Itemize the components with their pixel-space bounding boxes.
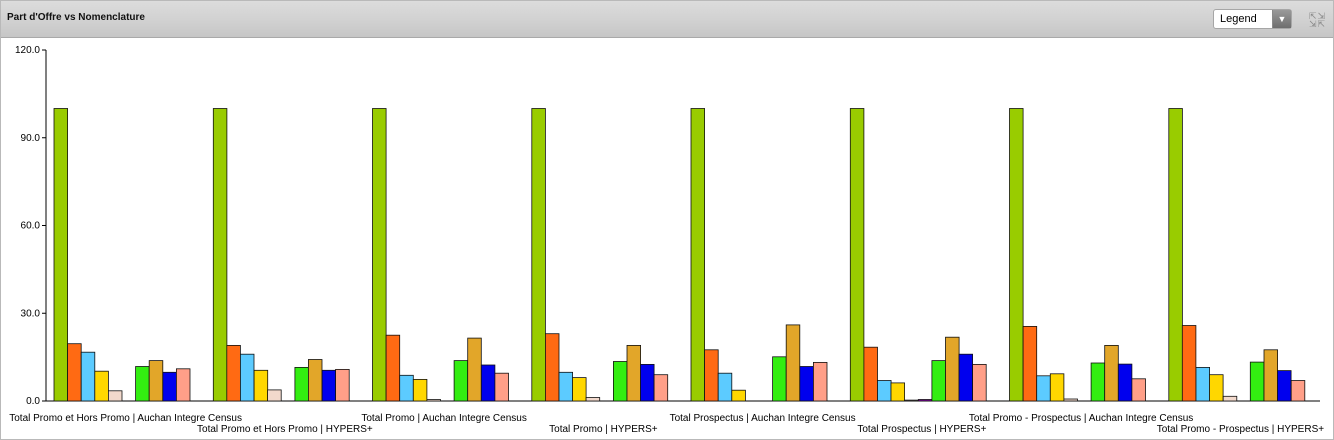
y-tick-label: 0.0 (26, 396, 40, 407)
bar (626, 344, 642, 402)
bar-chart: 0.0 30.0 60.0 90.0 120.0 Total Promo et Hors… (9, 45, 1324, 435)
y-tick-label: 120.0 (15, 45, 40, 56)
bar (704, 349, 719, 402)
bar (294, 366, 309, 402)
bar (467, 337, 482, 402)
bar (162, 371, 177, 402)
x-category-label: Total Promo - Prospectus | HYPERS+ (1157, 424, 1325, 435)
bar (931, 360, 946, 402)
bar (385, 334, 401, 402)
x-category-label: Total Prospectus | HYPERS+ (857, 424, 986, 435)
bar (972, 363, 987, 402)
bar (904, 399, 919, 402)
bar (799, 366, 814, 402)
y-tick-label: 60.0 (21, 221, 41, 232)
legend-dropdown-label: Legend (1220, 13, 1257, 25)
bar (585, 397, 601, 402)
bar (239, 353, 255, 402)
bar (772, 356, 787, 402)
bar (531, 108, 546, 402)
bar (1022, 325, 1038, 402)
panel-title: Part d'Offre vs Nomenclature (7, 12, 145, 23)
bar (785, 324, 801, 402)
bar (613, 361, 628, 402)
bar (372, 108, 387, 402)
bar (1277, 370, 1292, 402)
bar (108, 390, 123, 402)
bar (1063, 398, 1078, 402)
bar (53, 108, 69, 402)
bar (640, 363, 655, 402)
bar (1049, 373, 1065, 402)
bar (1090, 362, 1106, 402)
bar (321, 369, 337, 402)
bar (412, 378, 428, 402)
bar (175, 368, 191, 402)
bar (1131, 378, 1146, 402)
bar (1249, 361, 1265, 402)
bar (731, 389, 746, 402)
expand-arrows-icon[interactable]: ⇱⇲ ⇲⇱ (1309, 11, 1327, 29)
bar (335, 368, 350, 402)
bar (148, 360, 164, 402)
bar (80, 351, 96, 402)
bar (572, 377, 587, 402)
x-category-label: Total Promo | Auchan Integre Census (361, 413, 526, 424)
bar (1009, 108, 1024, 402)
bar (94, 370, 109, 402)
chart-axes: 0.0 30.0 60.0 90.0 120.0 (15, 45, 1320, 407)
bar (212, 108, 228, 402)
bar (135, 366, 150, 402)
bar (1222, 395, 1238, 402)
bar (690, 108, 706, 402)
bar (863, 346, 878, 402)
bar (813, 361, 828, 402)
y-tick-label: 90.0 (21, 133, 41, 144)
bar (226, 344, 241, 402)
bar (1168, 108, 1183, 402)
x-category-label: Total Promo | HYPERS+ (549, 424, 658, 435)
bar (399, 374, 414, 402)
bar (1181, 325, 1197, 402)
bar (1290, 380, 1306, 402)
bar (1195, 366, 1211, 402)
bar (1117, 363, 1133, 402)
bar (945, 336, 960, 402)
bar (545, 333, 560, 402)
bar (877, 380, 892, 402)
bar (453, 360, 469, 402)
bar (1263, 349, 1279, 402)
x-category-label: Total Promo - Prospectus | Auchan Integr… (969, 413, 1193, 424)
x-category-label: Total Promo et Hors Promo | Auchan Integ… (9, 413, 242, 424)
bar (307, 359, 323, 402)
bar (480, 364, 496, 402)
x-category-label: Total Promo et Hors Promo | HYPERS+ (197, 424, 373, 435)
bar (890, 382, 906, 402)
bar (1104, 344, 1119, 402)
bar (494, 372, 509, 402)
bar (1036, 375, 1051, 402)
bar (267, 389, 282, 402)
chart-bars (53, 108, 1306, 402)
y-tick-label: 30.0 (21, 308, 41, 319)
bar (917, 399, 933, 402)
bar (849, 108, 865, 402)
chevron-down-icon[interactable]: ▼ (1272, 10, 1291, 28)
title-bar: Part d'Offre vs Nomenclature Legend ▼ ⇱⇲… (1, 1, 1333, 38)
bar (717, 372, 733, 402)
bar (426, 399, 441, 402)
legend-dropdown[interactable]: Legend ▼ (1213, 9, 1292, 29)
bar (1209, 374, 1224, 402)
bar (653, 374, 669, 402)
bar (558, 371, 574, 402)
bar (253, 369, 269, 402)
bar (958, 353, 974, 402)
category-labels: Total Promo et Hors Promo | Auchan Integ… (9, 413, 1324, 435)
x-category-label: Total Prospectus | Auchan Integre Census (670, 413, 856, 424)
bar (67, 343, 82, 402)
